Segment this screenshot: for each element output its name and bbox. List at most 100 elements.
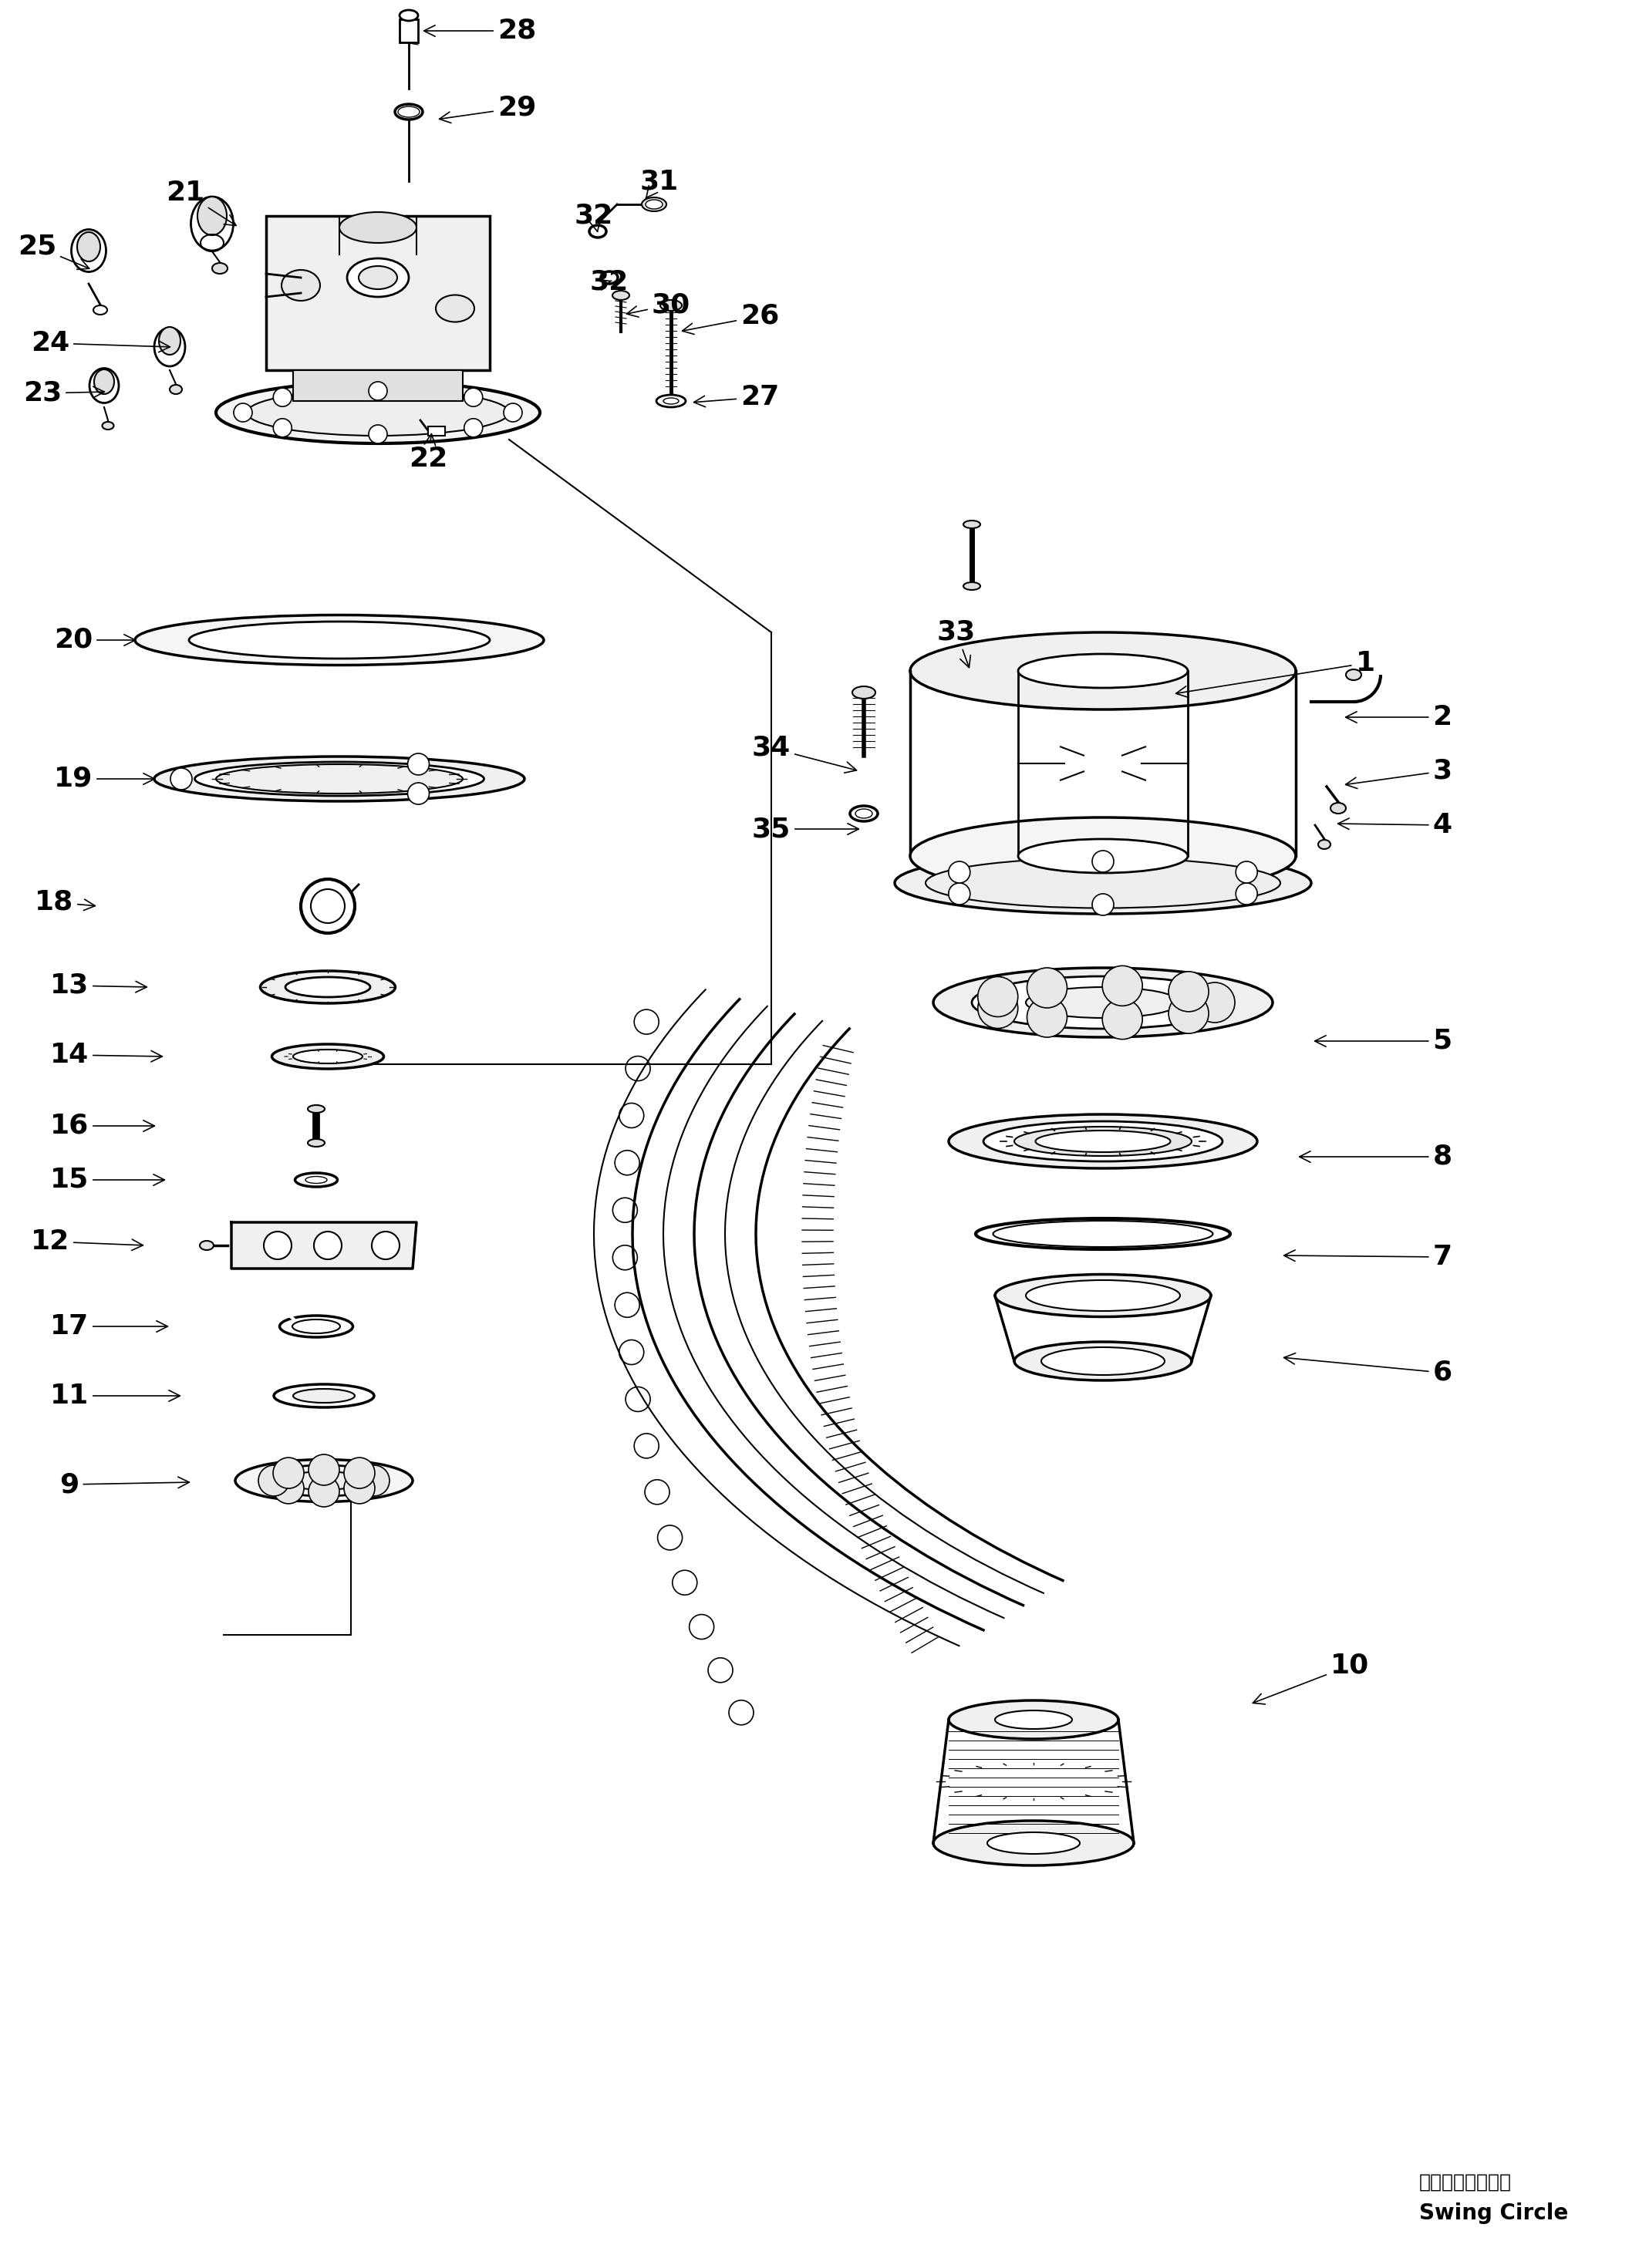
Ellipse shape — [613, 290, 629, 299]
Text: 14: 14 — [51, 1041, 162, 1068]
Ellipse shape — [400, 9, 418, 20]
Text: 35: 35 — [752, 816, 859, 841]
Ellipse shape — [274, 1383, 374, 1408]
Ellipse shape — [1015, 1343, 1192, 1381]
Ellipse shape — [1036, 1129, 1170, 1152]
Ellipse shape — [933, 1821, 1134, 1867]
Text: 5: 5 — [1314, 1027, 1452, 1055]
Ellipse shape — [308, 1139, 325, 1148]
Circle shape — [344, 1472, 375, 1504]
Text: 30: 30 — [626, 293, 690, 318]
Circle shape — [1028, 998, 1067, 1036]
Ellipse shape — [1018, 653, 1188, 687]
Ellipse shape — [159, 327, 180, 354]
Ellipse shape — [285, 1472, 362, 1490]
Polygon shape — [231, 1222, 416, 1268]
Bar — [266, 215, 490, 370]
Ellipse shape — [1015, 1127, 1192, 1157]
Circle shape — [978, 978, 1018, 1016]
Ellipse shape — [216, 764, 462, 794]
Ellipse shape — [987, 1833, 1080, 1853]
Ellipse shape — [261, 1465, 387, 1497]
Circle shape — [369, 424, 387, 445]
Text: 19: 19 — [54, 767, 154, 792]
Ellipse shape — [926, 857, 1280, 907]
Ellipse shape — [910, 633, 1296, 710]
Ellipse shape — [170, 386, 182, 395]
Text: 17: 17 — [51, 1313, 167, 1340]
Ellipse shape — [972, 975, 1234, 1030]
Circle shape — [170, 769, 192, 789]
Ellipse shape — [436, 295, 474, 322]
Text: 18: 18 — [34, 889, 95, 916]
Circle shape — [503, 404, 523, 422]
Ellipse shape — [236, 1458, 413, 1501]
Circle shape — [408, 753, 429, 776]
Ellipse shape — [77, 231, 100, 261]
Circle shape — [1103, 966, 1142, 1007]
Bar — [293, 370, 462, 401]
Ellipse shape — [964, 583, 980, 590]
Ellipse shape — [295, 1173, 338, 1186]
Ellipse shape — [282, 270, 320, 302]
Circle shape — [369, 381, 387, 399]
Circle shape — [464, 420, 482, 438]
Ellipse shape — [995, 1710, 1072, 1728]
Ellipse shape — [646, 200, 662, 209]
Ellipse shape — [933, 968, 1272, 1036]
Ellipse shape — [200, 1241, 213, 1250]
Ellipse shape — [190, 197, 233, 252]
Circle shape — [978, 989, 1018, 1027]
Text: 34: 34 — [752, 735, 857, 773]
Circle shape — [408, 782, 429, 805]
Text: 16: 16 — [51, 1114, 154, 1139]
Circle shape — [1028, 968, 1067, 1007]
Ellipse shape — [285, 978, 370, 998]
Ellipse shape — [72, 229, 107, 272]
Text: 13: 13 — [51, 973, 148, 998]
Ellipse shape — [983, 1120, 1223, 1161]
Circle shape — [949, 882, 970, 905]
Text: 25: 25 — [18, 234, 89, 270]
Ellipse shape — [895, 853, 1311, 914]
Text: 23: 23 — [23, 381, 105, 406]
Circle shape — [1169, 971, 1208, 1012]
Ellipse shape — [949, 1114, 1257, 1168]
Text: 10: 10 — [1252, 1653, 1369, 1703]
Text: 27: 27 — [693, 383, 779, 411]
Circle shape — [1092, 850, 1115, 873]
Text: 21: 21 — [166, 179, 236, 225]
Ellipse shape — [308, 1105, 325, 1114]
Text: 32: 32 — [575, 202, 613, 231]
Ellipse shape — [642, 197, 667, 211]
Ellipse shape — [964, 522, 980, 528]
Text: 8: 8 — [1300, 1143, 1452, 1170]
Ellipse shape — [247, 390, 510, 435]
Ellipse shape — [1041, 1347, 1165, 1374]
Ellipse shape — [339, 213, 416, 243]
Circle shape — [949, 862, 970, 882]
Circle shape — [1195, 982, 1234, 1023]
Circle shape — [274, 388, 292, 406]
Text: 2: 2 — [1346, 703, 1452, 730]
Ellipse shape — [949, 1701, 1118, 1740]
Text: 3: 3 — [1346, 758, 1452, 789]
Ellipse shape — [154, 329, 185, 367]
Ellipse shape — [1331, 803, 1346, 814]
Ellipse shape — [852, 687, 875, 699]
Circle shape — [274, 1458, 303, 1488]
Text: 33: 33 — [938, 619, 975, 667]
Ellipse shape — [211, 263, 228, 274]
Ellipse shape — [1346, 669, 1362, 680]
Text: スイングサークル: スイングサークル — [1419, 2173, 1511, 2191]
Circle shape — [315, 1232, 341, 1259]
Ellipse shape — [272, 1043, 384, 1068]
Ellipse shape — [102, 422, 113, 429]
Ellipse shape — [195, 762, 484, 796]
Text: 26: 26 — [682, 304, 779, 333]
Text: 7: 7 — [1283, 1243, 1452, 1270]
Text: 15: 15 — [51, 1166, 164, 1193]
Ellipse shape — [90, 367, 118, 404]
Ellipse shape — [347, 259, 408, 297]
Circle shape — [264, 1232, 292, 1259]
